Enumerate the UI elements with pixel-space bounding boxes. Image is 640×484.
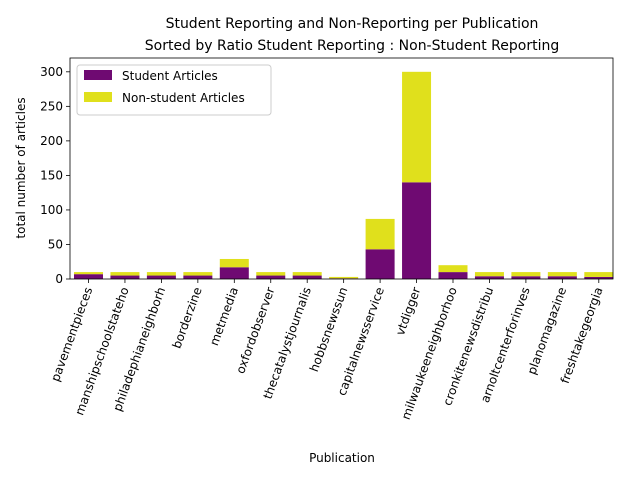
y-axis-label: total number of articles xyxy=(14,97,28,238)
bar-student-borderzine xyxy=(183,275,213,279)
bar-student-arnoltcenterforinves xyxy=(511,276,541,279)
x-tick-label: vtdigger xyxy=(393,285,423,337)
y-tick-label: 100 xyxy=(40,203,63,217)
y-tick-label: 0 xyxy=(55,272,63,286)
bar-nonstudent-oxfordobserver xyxy=(256,272,286,276)
bar-student-philadephianeighborh xyxy=(146,275,176,279)
bar-nonstudent-milwaukeeneighborhoo xyxy=(438,265,468,273)
bar-nonstudent-metmedia xyxy=(219,258,249,268)
bar-nonstudent-hobbsnewssun xyxy=(329,276,359,279)
bar-student-cronkitenewsdistribu xyxy=(474,276,504,279)
y-tick-label: 200 xyxy=(40,134,63,148)
y-axis: 0 50 100 150 200 250 300 xyxy=(40,65,70,286)
bar-nonstudent-pavementpieces xyxy=(74,272,103,275)
bar-student-planomagazine xyxy=(547,276,577,279)
bar-nonstudent-thecatalystjournalis xyxy=(292,272,322,276)
chart-title: Student Reporting and Non-Reporting per … xyxy=(166,16,539,32)
bar-nonstudent-borderzine xyxy=(183,272,213,276)
bar-nonstudent-philadephianeighborh xyxy=(146,272,176,276)
legend-label-nonstudent: Non-student Articles xyxy=(122,91,245,105)
x-tick-label: borderzine xyxy=(170,285,205,350)
x-tick-label: oxfordobserver xyxy=(233,285,277,375)
legend-swatch-nonstudent xyxy=(84,92,112,102)
y-tick-label: 50 xyxy=(48,237,63,251)
bar-student-manshipschoolstateho xyxy=(110,275,140,279)
bar-nonstudent-vtdigger xyxy=(402,71,432,183)
x-tick-label: planomagazine xyxy=(525,285,570,376)
legend-box xyxy=(76,64,272,116)
x-tick-label: metmedia xyxy=(207,285,241,347)
y-tick-label: 150 xyxy=(40,168,63,182)
bar-nonstudent-cronkitenewsdistribu xyxy=(474,272,504,277)
legend: Student Articles Non-student Articles xyxy=(76,64,272,116)
bar-student-capitalnewsservice xyxy=(365,249,395,279)
bar-student-pavementpieces xyxy=(74,274,103,279)
plot-frame xyxy=(69,57,614,280)
bars-layer xyxy=(74,71,614,279)
x-tick-label: hobbsnewssun xyxy=(307,285,351,373)
bar-student-freshtakegeorgia xyxy=(584,276,614,279)
chart-subtitle: Sorted by Ratio Student Reporting : Non-… xyxy=(145,38,559,54)
bar-student-metmedia xyxy=(219,267,249,279)
bar-nonstudent-arnoltcenterforinves xyxy=(511,272,541,277)
y-tick-label: 250 xyxy=(40,99,63,113)
bar-student-milwaukeeneighborhoo xyxy=(438,272,468,279)
bar-student-oxfordobserver xyxy=(256,275,286,279)
bar-nonstudent-freshtakegeorgia xyxy=(584,272,614,277)
bar-nonstudent-capitalnewsservice xyxy=(365,218,395,250)
bar-nonstudent-planomagazine xyxy=(547,272,577,277)
bar-nonstudent-manshipschoolstateho xyxy=(110,272,140,276)
bar-student-thecatalystjournalis xyxy=(292,275,322,279)
x-axis: pavementpiecesmanshipschoolstatehophilad… xyxy=(48,279,606,422)
y-tick-label: 300 xyxy=(40,65,63,79)
legend-swatch-student xyxy=(84,70,112,80)
legend-label-student: Student Articles xyxy=(122,69,218,83)
bar-student-vtdigger xyxy=(402,182,432,279)
x-axis-label: Publication xyxy=(309,451,375,465)
